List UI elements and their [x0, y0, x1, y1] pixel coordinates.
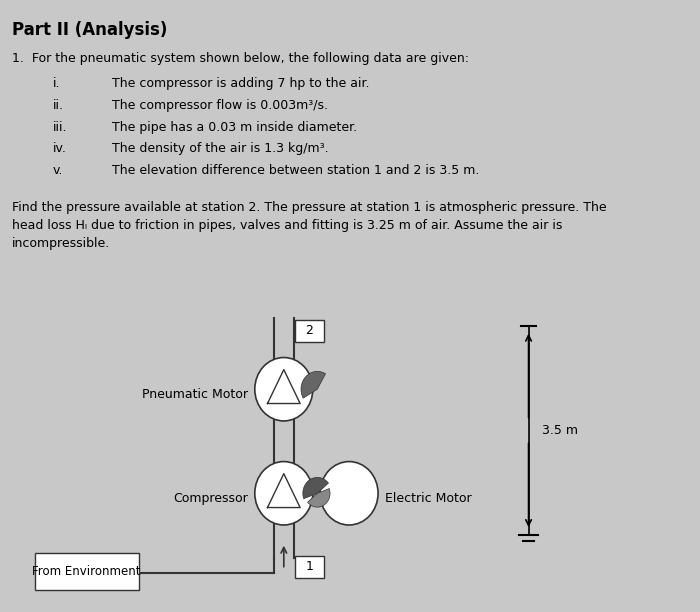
Text: v.: v. [52, 164, 63, 177]
Text: incompressible.: incompressible. [12, 237, 110, 250]
Circle shape [255, 357, 313, 421]
Text: 2: 2 [305, 324, 313, 337]
Text: The compressor is adding 7 hp to the air.: The compressor is adding 7 hp to the air… [111, 77, 369, 90]
Circle shape [255, 461, 313, 525]
Text: 3.5 m: 3.5 m [542, 424, 578, 437]
Text: Pneumatic Motor: Pneumatic Motor [141, 387, 248, 401]
Text: Electric Motor: Electric Motor [385, 491, 472, 505]
Text: Find the pressure available at station 2. The pressure at station 1 is atmospher: Find the pressure available at station 2… [12, 201, 606, 214]
Text: The density of the air is 1.3 kg/m³.: The density of the air is 1.3 kg/m³. [111, 143, 328, 155]
Text: iv.: iv. [52, 143, 66, 155]
Text: The elevation difference between station 1 and 2 is 3.5 m.: The elevation difference between station… [111, 164, 479, 177]
Text: The compressor flow is 0.003m³/s.: The compressor flow is 0.003m³/s. [111, 99, 328, 112]
Text: 1: 1 [305, 560, 313, 573]
Text: Compressor: Compressor [173, 491, 248, 505]
Bar [295, 556, 323, 578]
Text: The pipe has a 0.03 m inside diameter.: The pipe has a 0.03 m inside diameter. [111, 121, 357, 133]
Text: From Environment: From Environment [32, 565, 141, 578]
Wedge shape [303, 477, 328, 499]
Bar [295, 320, 323, 341]
Wedge shape [301, 371, 326, 398]
Text: iii.: iii. [52, 121, 67, 133]
Wedge shape [307, 488, 330, 507]
Text: 1.  For the pneumatic system shown below, the following data are given:: 1. For the pneumatic system shown below,… [12, 52, 469, 65]
Text: Part II (Analysis): Part II (Analysis) [12, 21, 167, 39]
Circle shape [320, 461, 378, 525]
Text: ii.: ii. [52, 99, 64, 112]
Bar [34, 553, 139, 591]
Text: head loss Hₗ due to friction in pipes, valves and fitting is 3.25 m of air. Assu: head loss Hₗ due to friction in pipes, v… [12, 219, 562, 232]
Text: i.: i. [52, 77, 60, 90]
